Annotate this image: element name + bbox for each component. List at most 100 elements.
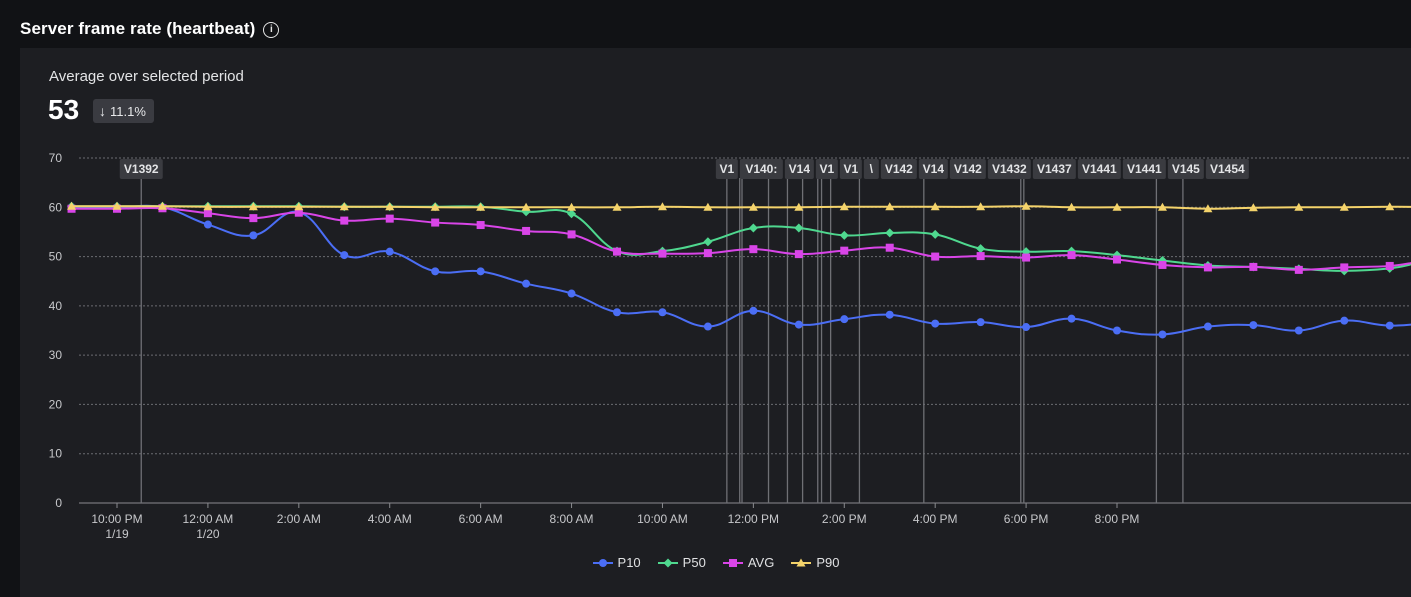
data-point-p10 (1158, 330, 1167, 339)
y-tick-label: 0 (55, 496, 62, 510)
series-line-avg (71, 206, 1411, 271)
data-point-p90 (1157, 202, 1167, 211)
data-point-p90 (657, 202, 667, 211)
series-line-p90 (71, 205, 1411, 210)
x-tick-label: 10:00 AM (637, 512, 688, 526)
legend-item-p50[interactable]: P50 (657, 555, 706, 570)
info-icon[interactable]: i (263, 22, 280, 38)
data-point-p50 (703, 237, 713, 247)
version-label: V1 (715, 159, 738, 179)
x-tick-label: 8:00 PM (1095, 512, 1140, 526)
data-point-p50 (567, 209, 577, 219)
y-tick-label: 40 (49, 299, 63, 313)
series-line-p50 (71, 205, 1411, 272)
data-point-p10 (385, 247, 394, 256)
data-point-avg (703, 249, 712, 258)
x-tick-label: 2:00 PM (822, 512, 867, 526)
x-tick-sublabel: 1/19 (105, 527, 129, 541)
data-point-p90 (339, 202, 349, 211)
version-label-text: V14 (789, 162, 811, 176)
data-point-p10 (1385, 321, 1394, 330)
legend-item-p90[interactable]: P90 (790, 555, 839, 570)
data-point-p90 (476, 202, 486, 211)
chart-title: Server frame rate (heartbeat) (20, 19, 256, 38)
data-point-p90 (612, 202, 622, 211)
data-point-p10 (1022, 323, 1031, 332)
data-point-p10 (885, 310, 894, 319)
x-tick-label: 4:00 AM (368, 512, 412, 526)
data-point-p10 (976, 318, 985, 327)
data-point-p10 (613, 308, 621, 317)
data-point-avg (385, 214, 394, 223)
version-label-text: V1 (844, 162, 859, 176)
data-point-p50 (748, 223, 758, 233)
version-label: V1441 (1122, 159, 1166, 179)
x-tick-label: 12:00 PM (728, 512, 779, 526)
data-point-p10 (749, 306, 758, 315)
data-point-avg (840, 246, 849, 255)
data-point-p90 (430, 202, 440, 211)
version-label: V145 (1167, 159, 1204, 179)
version-label-text: V1441 (1082, 162, 1117, 176)
y-tick-label: 10 (49, 447, 63, 461)
data-point-p10 (567, 289, 576, 298)
data-point-p90 (67, 201, 77, 210)
version-label: V1441 (1077, 159, 1121, 179)
version-label: V1432 (987, 159, 1031, 179)
data-point-p90 (248, 202, 258, 211)
data-point-p90 (930, 202, 940, 211)
y-tick-label: 70 (49, 151, 63, 165)
x-tick-label: 12:00 AM (183, 512, 234, 526)
data-point-avg (431, 218, 440, 227)
data-point-p10 (249, 231, 258, 240)
data-point-avg (794, 250, 803, 259)
data-point-avg (1294, 265, 1303, 274)
data-point-avg (931, 252, 940, 261)
data-point-p90 (839, 202, 849, 211)
data-point-p90 (1067, 202, 1077, 211)
data-point-avg (1203, 263, 1212, 272)
legend-label: P50 (682, 555, 706, 570)
data-point-avg (658, 249, 667, 258)
data-point-avg (885, 243, 894, 252)
arrow-down-icon: ↓ (99, 103, 106, 119)
data-point-avg (976, 252, 985, 261)
version-label: V1 (839, 159, 862, 179)
data-point-p10 (931, 319, 940, 328)
chart-legend: P10 P50 AVG P90 (20, 555, 1411, 570)
data-point-p50 (794, 223, 804, 233)
version-label: V142 (949, 159, 986, 179)
data-point-p90 (1339, 202, 1349, 211)
data-point-p10 (1067, 314, 1076, 323)
data-point-avg (294, 208, 303, 217)
legend-item-p10[interactable]: P10 (592, 555, 641, 570)
legend-item-avg[interactable]: AVG (722, 555, 774, 570)
chart-header: Server frame rate (heartbeat) i (20, 14, 280, 44)
data-point-p10 (1294, 326, 1303, 335)
data-point-avg (203, 209, 212, 218)
version-label-text: V1441 (1127, 162, 1162, 176)
version-label-text: V145 (1172, 162, 1200, 176)
data-point-p90 (567, 202, 577, 211)
version-label: V142 (880, 159, 917, 179)
data-point-avg (340, 216, 349, 225)
legend-swatch (657, 558, 678, 567)
data-point-avg (1385, 261, 1394, 270)
data-point-avg (476, 221, 485, 230)
data-point-p10 (1113, 326, 1121, 335)
data-point-avg (613, 247, 621, 256)
version-label: \ (863, 159, 879, 179)
version-label-text: V1392 (124, 162, 159, 176)
x-tick-label: 8:00 AM (550, 512, 594, 526)
y-tick-label: 60 (49, 200, 63, 214)
version-label-text: V14 (923, 162, 945, 176)
x-tick-label: 6:00 AM (459, 512, 503, 526)
data-point-p90 (794, 202, 804, 211)
data-point-p90 (157, 201, 167, 210)
data-point-avg (749, 245, 758, 254)
change-value: 11.1% (110, 103, 146, 119)
data-point-p10 (1340, 316, 1349, 325)
y-tick-label: 20 (49, 397, 63, 411)
data-point-p10 (203, 220, 212, 229)
